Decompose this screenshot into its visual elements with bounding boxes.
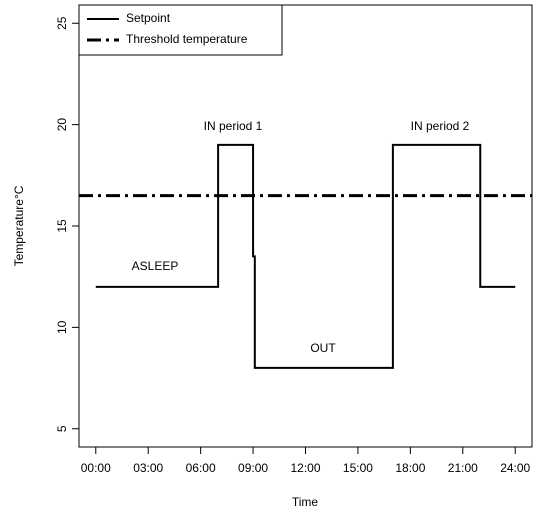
y-tick-label: 20 [55, 118, 69, 132]
x-tick-label: 12:00 [290, 461, 320, 475]
annotation: OUT [310, 341, 336, 355]
x-axis-label: Time [292, 495, 319, 509]
x-tick-label: 09:00 [238, 461, 268, 475]
x-tick-label: 18:00 [395, 461, 425, 475]
x-tick-label: 03:00 [133, 461, 163, 475]
x-tick-label: 00:00 [81, 461, 111, 475]
legend-label: Threshold temperature [126, 32, 248, 46]
x-tick-label: 24:00 [500, 461, 530, 475]
x-tick-label: 06:00 [186, 461, 216, 475]
x-tick-label: 15:00 [343, 461, 373, 475]
y-tick-label: 10 [55, 320, 69, 334]
y-tick-label: 5 [55, 425, 69, 432]
legend-box [78, 4, 283, 56]
plot-frame [78, 4, 533, 448]
x-tick-label: 21:00 [448, 461, 478, 475]
annotation: ASLEEP [132, 259, 179, 273]
annotation: IN period 1 [204, 119, 263, 133]
setpoint-line [95, 143, 516, 369]
annotation: IN period 2 [411, 119, 470, 133]
y-tick-label: 25 [55, 16, 69, 30]
legend-label: Setpoint [126, 11, 171, 25]
y-tick-label: 15 [55, 219, 69, 233]
y-axis-label: Temperature°C [12, 185, 26, 266]
